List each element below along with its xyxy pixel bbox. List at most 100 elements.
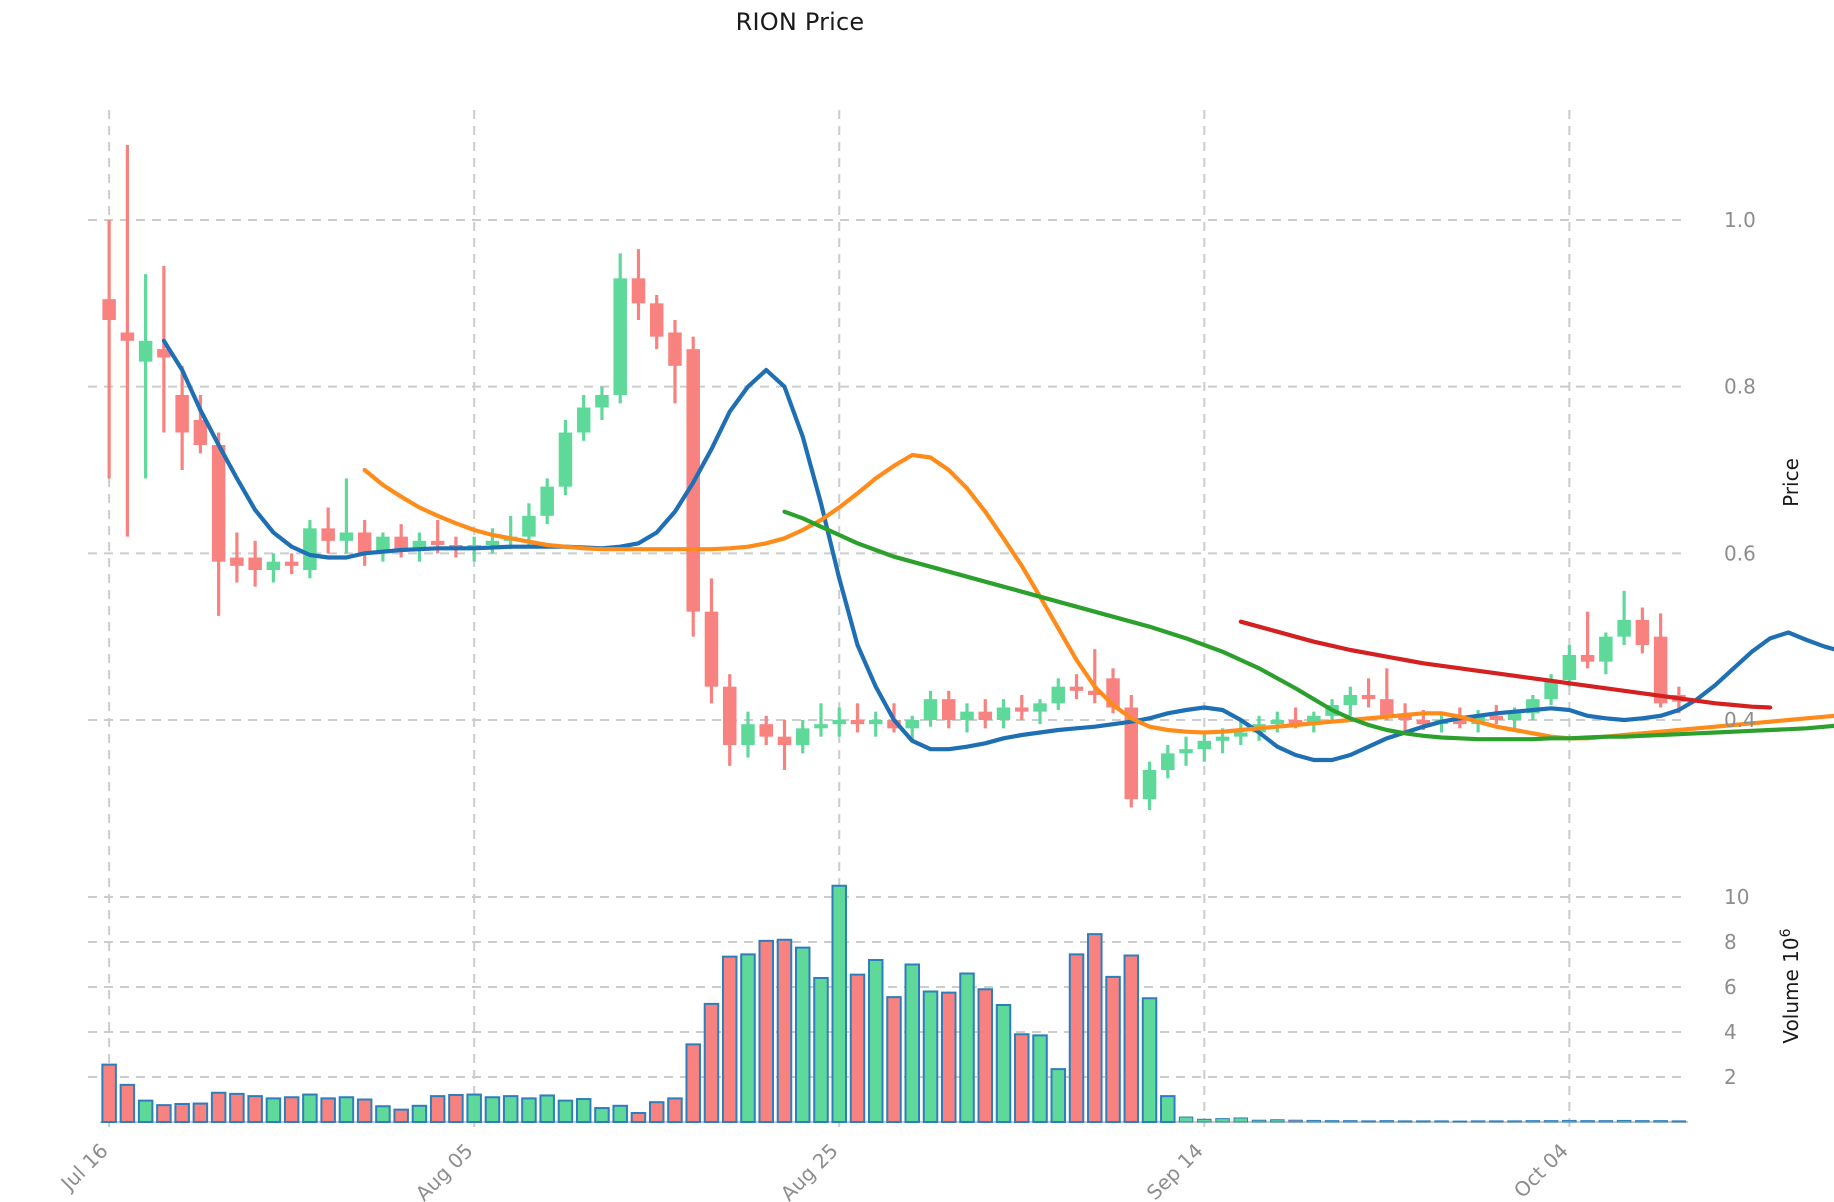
volume-bar: [1397, 1120, 1413, 1123]
candle-body: [1161, 753, 1175, 770]
x-tick-label: Sep 14: [1142, 1139, 1208, 1202]
candle-body: [759, 724, 773, 737]
volume-bar: [1416, 1120, 1431, 1123]
candle-body: [1544, 680, 1558, 700]
volume-bar: [1543, 1120, 1559, 1123]
candle-body: [960, 711, 974, 720]
x-tick-label: Oct 04: [1509, 1139, 1573, 1202]
candle-body: [1580, 655, 1595, 662]
volume-bar: [1489, 1120, 1504, 1123]
candle-body: [887, 720, 901, 729]
candle-body: [1361, 695, 1376, 700]
price-tick-label: 0.8: [1724, 375, 1756, 399]
candle-body: [1398, 715, 1412, 720]
candle-body: [485, 540, 500, 545]
candle-body: [649, 303, 664, 337]
candle-body: [1051, 686, 1066, 704]
volume-bar: [557, 1099, 574, 1123]
candle-body: [1234, 732, 1248, 737]
volume-bar: [1233, 1117, 1249, 1123]
volume-bar: [1050, 1068, 1067, 1123]
candle-body: [412, 540, 427, 550]
candle-body: [595, 395, 609, 408]
volume-bar: [429, 1095, 446, 1123]
price-tick-label: 0.6: [1724, 541, 1756, 565]
candle-body: [1507, 713, 1522, 720]
volume-bar: [594, 1107, 610, 1124]
volume-bar: [484, 1096, 501, 1123]
candle-body: [1617, 620, 1631, 637]
moving-average-lines: [161, 338, 1834, 763]
volume-tick-label: 6: [1724, 975, 1737, 999]
candle-body: [631, 278, 646, 304]
volume-bar: [1635, 1120, 1650, 1123]
candle-body: [1635, 620, 1650, 645]
volume-bar: [1361, 1120, 1376, 1123]
volume-bar: [721, 955, 738, 1123]
volume-bar: [1087, 933, 1103, 1123]
candle-body: [430, 540, 445, 545]
candle-body: [394, 536, 408, 550]
candle-body: [814, 724, 828, 729]
volume-bar: [1105, 975, 1121, 1123]
candle-body: [175, 395, 189, 433]
candle-body: [704, 611, 719, 687]
volume-bar: [1452, 1120, 1468, 1123]
volume-bar: [229, 1092, 245, 1123]
volume-bar: [740, 953, 756, 1123]
volume-bar: [758, 939, 774, 1123]
volume-bar: [356, 1098, 373, 1123]
candle-body: [339, 532, 354, 541]
ma-red-line: [1238, 619, 1773, 710]
x-tick-label: Jul 16: [55, 1139, 113, 1197]
volume-bar: [1434, 1120, 1449, 1123]
volume-bar: [1653, 1120, 1668, 1123]
volume-bar: [156, 1104, 172, 1123]
volume-bar: [813, 977, 829, 1123]
volume-bar: [393, 1108, 409, 1123]
volume-bar: [1671, 1120, 1687, 1123]
volume-bar: [1032, 1034, 1048, 1123]
price-tick-label: 0.4: [1724, 708, 1756, 732]
volume-bar: [1197, 1118, 1212, 1123]
volume-bar: [630, 1112, 647, 1123]
candle-body: [1088, 690, 1102, 695]
candle-body: [1069, 686, 1084, 691]
candle-body: [357, 532, 372, 554]
volume-bar: [941, 991, 957, 1123]
volume-bar: [448, 1094, 464, 1123]
volume-bar: [1178, 1116, 1194, 1123]
volume-tick-label: 4: [1724, 1020, 1737, 1044]
volume-bar: [283, 1096, 300, 1123]
candle-body: [722, 686, 737, 745]
volume-bar: [1251, 1119, 1267, 1123]
candle-body: [1124, 707, 1139, 800]
candle-body: [321, 528, 335, 541]
candle-body: [850, 720, 865, 725]
candle-body: [613, 278, 627, 395]
volume-bar: [101, 1063, 117, 1123]
volume-bar: [1562, 1119, 1577, 1123]
x-axis-ticks: Jul 16 Aug 05 Aug 25 Sep 14 Oct 04: [55, 1139, 1573, 1202]
volume-bar: [1470, 1120, 1486, 1123]
volume-bar: [977, 988, 994, 1123]
volume-bar: [1215, 1118, 1230, 1123]
volume-bar: [794, 946, 811, 1123]
volume-bar: [831, 884, 847, 1123]
volume-bar: [247, 1095, 263, 1123]
candle-body: [923, 699, 938, 720]
candle-body: [193, 420, 208, 445]
volume-bar: [1160, 1095, 1176, 1123]
candle-body: [1142, 770, 1157, 800]
candle-body: [284, 561, 299, 566]
candle-body: [1599, 636, 1613, 662]
candle-body: [1270, 720, 1285, 725]
ma-blue-line: [161, 338, 1834, 763]
candle-body: [1033, 703, 1047, 712]
candle-body: [1416, 720, 1431, 725]
volume-axis-title: Volume 106: [1778, 928, 1803, 1043]
volume-tick-label: 10: [1724, 885, 1749, 909]
candlestick-series: [102, 145, 1686, 810]
volume-bar: [575, 1098, 592, 1124]
volume-bar: [539, 1094, 555, 1123]
